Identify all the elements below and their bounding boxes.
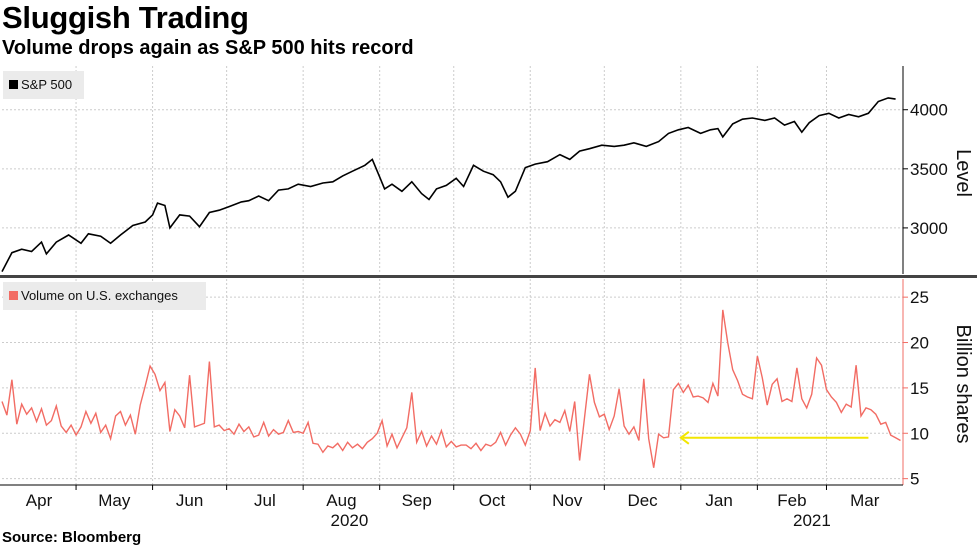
- x-tick-label: Jul: [254, 491, 276, 510]
- x-tick-label: Apr: [26, 491, 53, 510]
- volume-legend-label: Volume on U.S. exchanges: [21, 288, 178, 303]
- volume-series-line: [1, 309, 901, 468]
- x-tick-label: Dec: [627, 491, 658, 510]
- volume-legend: Volume on U.S. exchanges: [3, 282, 206, 310]
- x-tick-label: Sep: [402, 491, 432, 510]
- volume-y-axis: 5 10 15 20 25: [902, 279, 929, 489]
- volume-legend-box: [3, 282, 206, 310]
- volume-y-tick-label: 20: [910, 334, 929, 353]
- chart-subtitle: Volume drops again as S&P 500 hits recor…: [2, 37, 414, 59]
- x-tick-label: May: [98, 491, 131, 510]
- volume-y-tick-label: 10: [910, 424, 929, 443]
- x-tick-label: Nov: [552, 491, 583, 510]
- chart-title: Sluggish Trading: [2, 0, 249, 35]
- sp500-gridlines: [2, 66, 903, 274]
- x-tick-label: Jan: [705, 491, 732, 510]
- sp500-y-tick-label: 3000: [910, 219, 948, 238]
- arrow-head: [679, 431, 690, 445]
- x-year-label: 2021: [793, 511, 831, 530]
- x-tick-label: Aug: [326, 491, 356, 510]
- volume-legend-swatch: [9, 291, 18, 300]
- volume-y-tick-label: 5: [910, 470, 919, 489]
- sp500-legend: S&P 500: [3, 71, 84, 99]
- volume-y-tick-label: 15: [910, 379, 929, 398]
- volume-y-tick-label: 25: [910, 288, 929, 307]
- volume-arrow-annotation: [679, 431, 869, 445]
- sp500-y-axis: 3000 3500 4000: [902, 66, 948, 274]
- sp500-legend-swatch: [9, 80, 18, 89]
- x-year-label: 2020: [331, 511, 369, 530]
- sp500-series-line: [1, 97, 896, 272]
- x-tick-label: Mar: [850, 491, 880, 510]
- x-tick-label: Oct: [479, 491, 506, 510]
- sp500-y-tick-label: 3500: [910, 160, 948, 179]
- x-tick-label: Feb: [777, 491, 806, 510]
- sp500-y-tick-label: 4000: [910, 101, 948, 120]
- sp500-legend-label: S&P 500: [21, 77, 72, 92]
- x-tick-label: Jun: [176, 491, 203, 510]
- source-note: Source: Bloomberg: [2, 529, 142, 546]
- x-axis: Apr May Jun Jul Aug Sep Oct Nov Dec Jan Feb Mar 2020…: [26, 485, 880, 530]
- volume-y-axis-label: Billion shares: [952, 325, 974, 444]
- sp500-y-axis-label: Level: [952, 149, 974, 197]
